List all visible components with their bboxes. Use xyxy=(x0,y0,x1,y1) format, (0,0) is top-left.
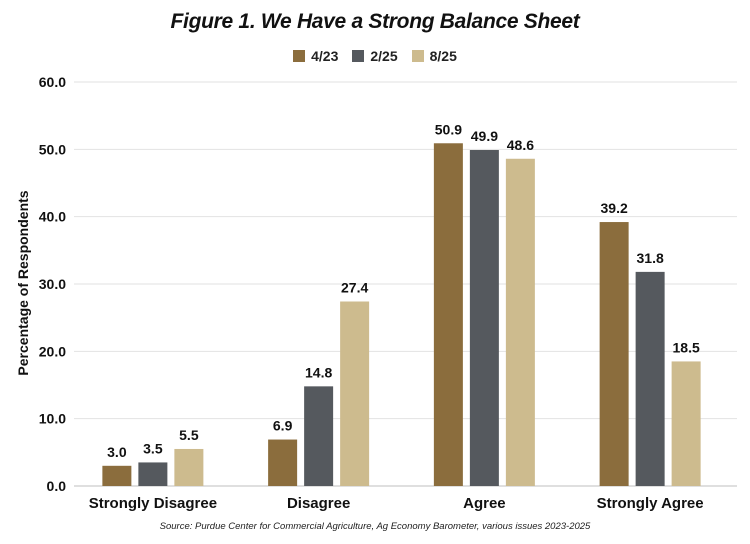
data-label: 50.9 xyxy=(435,121,462,137)
chart-title: Figure 1. We Have a Strong Balance Sheet xyxy=(170,10,580,33)
bar-2-25-strongly-disagree xyxy=(138,462,168,486)
y-tick-label: 40.0 xyxy=(39,209,66,225)
bar-8-25-disagree xyxy=(340,301,370,486)
y-tick-label: 10.0 xyxy=(39,411,66,427)
bar-8-25-agree xyxy=(505,158,535,486)
legend-item-2-25: 2/25 xyxy=(352,48,398,64)
legend-label-2-25: 2/25 xyxy=(370,48,398,64)
bar-2-25-agree xyxy=(469,150,499,487)
category-labels: Strongly Disagree Disagree Agree Strongly A… xyxy=(89,495,704,512)
legend-swatch-4-23 xyxy=(293,50,306,62)
data-label: 3.0 xyxy=(107,444,127,460)
legend-swatch-8-25 xyxy=(411,50,424,62)
data-label: 49.9 xyxy=(471,128,498,144)
category-label: Strongly Agree xyxy=(597,495,704,512)
y-tick-label: 30.0 xyxy=(39,276,66,292)
data-label: 31.8 xyxy=(637,250,664,266)
bar-4-23-disagree xyxy=(268,439,298,486)
legend-item-4-23: 4/23 xyxy=(293,48,338,64)
y-tick-label: 60.0 xyxy=(39,74,66,90)
data-label: 27.4 xyxy=(341,280,368,296)
data-label: 6.9 xyxy=(273,418,293,434)
legend: 4/23 2/25 8/25 xyxy=(0,48,750,64)
data-label: 3.5 xyxy=(143,440,163,456)
y-tick-label: 50.0 xyxy=(39,141,66,157)
y-axis-ticks: 0.0 10.0 20.0 30.0 40.0 50.0 60.0 xyxy=(39,74,66,494)
legend-label-8-25: 8/25 xyxy=(429,48,457,64)
legend-swatch-2-25 xyxy=(352,50,365,62)
bars xyxy=(102,143,701,487)
bar-2-25-strongly-agree xyxy=(635,271,665,486)
legend-item-8-25: 8/25 xyxy=(411,48,457,64)
data-label: 39.2 xyxy=(601,200,628,216)
bar-4-23-strongly-agree xyxy=(599,222,629,486)
y-axis-title: Percentage of Respondents xyxy=(15,190,31,375)
legend-label-4-23: 4/23 xyxy=(311,48,339,64)
data-label: 18.5 xyxy=(673,339,700,355)
data-label: 14.8 xyxy=(305,364,332,380)
category-label: Strongly Disagree xyxy=(89,495,217,512)
bar-8-25-strongly-disagree xyxy=(174,448,204,486)
bar-8-25-strongly-agree xyxy=(671,361,701,486)
bar-4-23-strongly-disagree xyxy=(102,465,132,486)
data-labels: 3.0 3.5 5.5 6.9 14.8 27.4 50.9 49.9 48.6 39.2 31.8… xyxy=(107,121,700,460)
y-tick-label: 0.0 xyxy=(47,478,67,494)
y-tick-label: 20.0 xyxy=(39,343,66,359)
data-label: 48.6 xyxy=(507,137,534,153)
bar-2-25-disagree xyxy=(304,386,334,486)
category-label: Agree xyxy=(463,495,506,512)
data-label: 5.5 xyxy=(179,427,199,443)
category-label: Disagree xyxy=(287,495,350,512)
bar-4-23-agree xyxy=(433,143,463,487)
source-note: Source: Purdue Center for Commercial Agr… xyxy=(159,521,591,532)
